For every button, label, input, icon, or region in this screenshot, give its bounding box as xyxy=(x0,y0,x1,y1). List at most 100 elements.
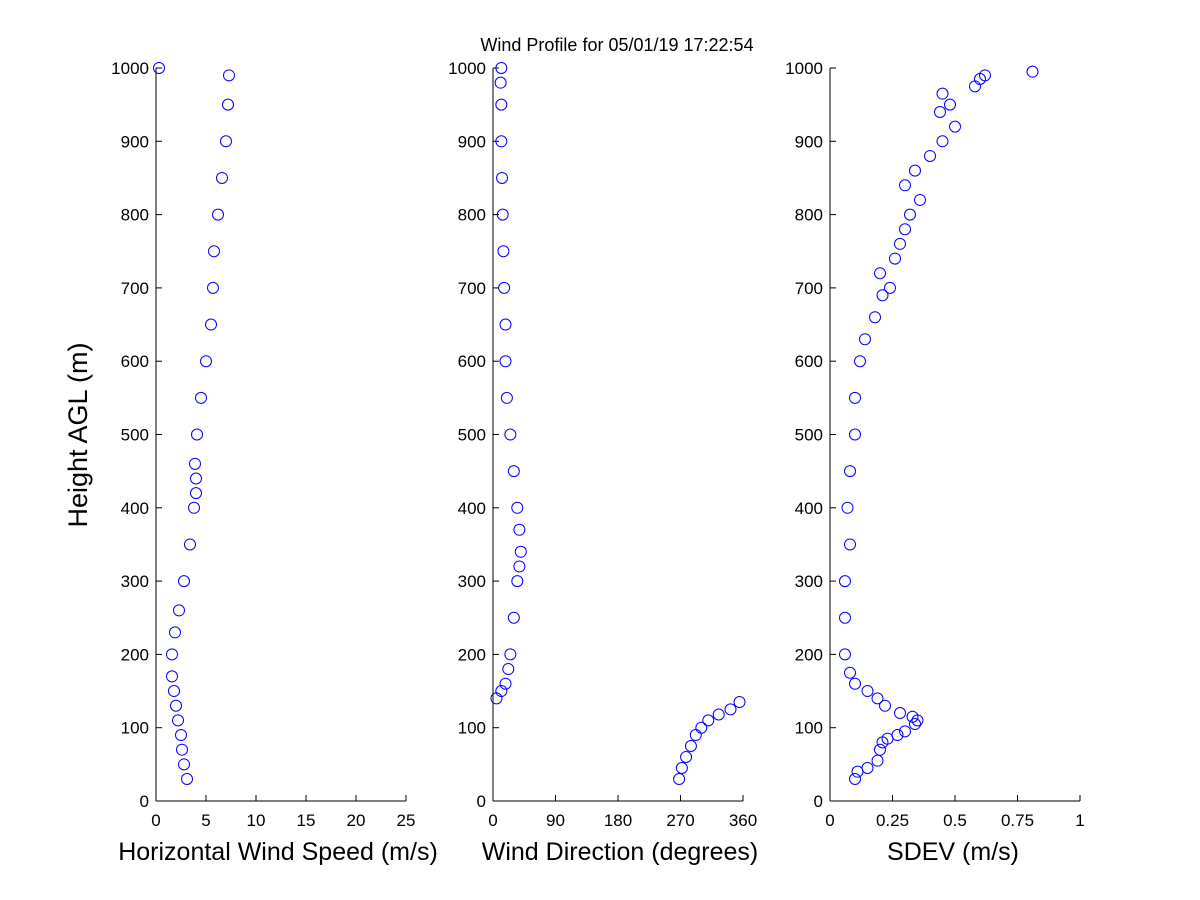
data-point xyxy=(841,501,854,514)
y-tick-label: 500 xyxy=(795,426,823,445)
data-point xyxy=(673,773,686,786)
data-point xyxy=(181,773,193,786)
data-point xyxy=(871,754,884,767)
y-tick-label: 1000 xyxy=(448,59,486,78)
data-point xyxy=(496,171,509,184)
data-point xyxy=(216,171,228,184)
data-point xyxy=(153,62,165,74)
x-tick-label: 25 xyxy=(397,811,416,830)
data-point xyxy=(894,707,906,720)
y-tick-label: 900 xyxy=(458,132,486,151)
data-point xyxy=(861,762,874,775)
data-point xyxy=(495,685,508,698)
data-point xyxy=(702,714,715,727)
x-tick-label: 0 xyxy=(488,811,497,830)
x-tick-label: 360 xyxy=(729,811,757,830)
data-point xyxy=(876,289,889,302)
data-point xyxy=(884,281,896,294)
x-tick-label: 180 xyxy=(604,811,632,830)
data-point xyxy=(675,762,688,775)
x-tick-label: 10 xyxy=(247,811,266,830)
data-point xyxy=(859,333,871,346)
x-tick-label: 1 xyxy=(1075,811,1084,830)
data-point xyxy=(906,710,919,723)
data-point xyxy=(173,604,185,617)
y-tick-label: 300 xyxy=(458,572,486,591)
y-tick-label: 200 xyxy=(458,645,486,664)
data-point xyxy=(724,703,737,716)
data-point xyxy=(979,69,991,82)
data-point xyxy=(205,318,217,331)
data-point xyxy=(849,773,861,786)
y-tick-label: 800 xyxy=(795,206,823,225)
data-point xyxy=(494,76,507,89)
data-point xyxy=(844,538,856,551)
x-tick-label: 0 xyxy=(825,811,834,830)
data-point xyxy=(513,560,526,573)
data-point xyxy=(498,281,511,294)
x-tick-label: 5 xyxy=(201,811,210,830)
y-tick-label: 1000 xyxy=(785,59,823,78)
data-point xyxy=(904,208,916,221)
figure-title: Wind Profile for 05/01/19 17:22:54 xyxy=(480,35,753,55)
y-tick-label: 800 xyxy=(458,206,486,225)
data-point xyxy=(170,699,182,712)
data-point xyxy=(175,729,187,742)
data-point xyxy=(680,751,693,764)
data-point xyxy=(189,457,201,470)
y-tick-label: 0 xyxy=(477,792,486,811)
data-point xyxy=(1026,65,1039,78)
data-point xyxy=(891,729,904,742)
y-tick-label: 600 xyxy=(458,352,486,371)
data-point xyxy=(513,523,526,536)
y-tick-label: 100 xyxy=(795,719,823,738)
data-point xyxy=(504,428,517,441)
data-point xyxy=(934,105,946,118)
data-point xyxy=(684,740,697,753)
y-tick-label: 100 xyxy=(458,719,486,738)
data-point xyxy=(168,685,180,698)
data-point xyxy=(914,193,926,206)
data-point xyxy=(507,611,520,624)
data-point xyxy=(184,538,196,551)
x-tick-label: 0.5 xyxy=(943,811,967,830)
data-point xyxy=(514,545,527,558)
data-point xyxy=(511,501,524,514)
data-point xyxy=(924,149,936,162)
x-tick-label: 0.75 xyxy=(1001,811,1034,830)
data-point xyxy=(169,626,181,639)
data-point xyxy=(495,135,508,148)
data-point xyxy=(849,428,861,441)
data-point xyxy=(495,62,508,74)
data-point xyxy=(499,318,512,331)
data-point xyxy=(222,98,234,111)
data-point xyxy=(909,164,921,177)
data-point xyxy=(874,743,886,756)
data-point xyxy=(200,355,212,368)
x-axis-label: SDEV (m/s) xyxy=(887,838,1019,866)
y-tick-label: 400 xyxy=(121,499,149,518)
x-axis-label: Horizontal Wind Speed (m/s) xyxy=(118,838,438,866)
panel-1: 0 5 10 15 20 25 0 100 200 300 400 500 600 700 800 900 10… xyxy=(63,59,438,866)
data-point xyxy=(499,355,512,368)
y-tick-label: 600 xyxy=(121,352,149,371)
data-point xyxy=(166,648,178,661)
data-point xyxy=(507,465,520,478)
y-axis-label: Height AGL (m) xyxy=(63,342,93,527)
data-point xyxy=(899,179,911,192)
data-point xyxy=(936,87,949,100)
data-point xyxy=(495,98,508,111)
data-point xyxy=(854,355,866,368)
data-point xyxy=(502,663,515,676)
y-tick-label: 300 xyxy=(121,572,149,591)
x-tick-label: 0.25 xyxy=(876,811,909,830)
data-point xyxy=(839,611,851,624)
data-point xyxy=(944,98,956,111)
data-point xyxy=(849,677,861,690)
data-point xyxy=(190,472,202,485)
panels: 0 5 10 15 20 25010020030040050060070080090010… xyxy=(63,59,1085,866)
y-tick-label: 200 xyxy=(795,645,823,664)
data-point xyxy=(499,677,512,690)
